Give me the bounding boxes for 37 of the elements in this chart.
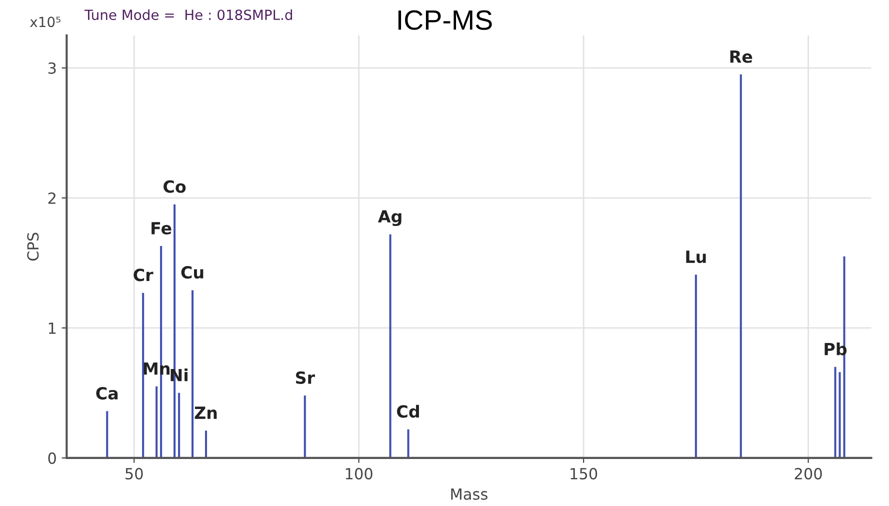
bar <box>834 366 836 458</box>
x-tick-label: 200 <box>794 468 822 480</box>
y-tick-label: 3 <box>48 62 56 74</box>
bar <box>740 74 742 458</box>
annotation: Cu <box>181 266 204 279</box>
bar <box>178 392 180 458</box>
x-tick-label: 100 <box>346 468 372 480</box>
x-axis-title: Mass <box>451 488 488 500</box>
annotation: Ca <box>96 386 118 400</box>
bar <box>205 430 208 458</box>
y-tick-label: 2 <box>48 192 56 204</box>
annotation: Fe <box>152 222 172 234</box>
annotation: Cd <box>397 404 419 418</box>
chart-subtitle: Tune Mode = He : 018SMPL.d <box>84 9 292 20</box>
bar <box>694 274 697 458</box>
annotation: Lu <box>686 250 706 264</box>
annotation: Co <box>164 180 186 193</box>
bar <box>838 372 841 458</box>
chart-title: ICP-MS <box>398 10 492 30</box>
y-tick-label: 1 <box>48 322 56 334</box>
x-tick-label: 50 <box>126 468 143 480</box>
bar <box>304 396 306 458</box>
bar <box>407 429 410 458</box>
annotation: Re <box>730 50 752 63</box>
bar <box>192 290 194 458</box>
x-tick-label: 150 <box>570 468 598 480</box>
bar <box>389 234 392 458</box>
bar <box>156 386 158 458</box>
annotation: Zn <box>194 406 217 419</box>
y-tick-label: 0 <box>48 452 56 464</box>
annotation: Sr <box>296 371 315 384</box>
annotation: Cr <box>134 268 154 282</box>
bar <box>142 292 144 458</box>
bar <box>106 411 108 458</box>
text: x10⁵ <box>30 16 60 28</box>
annotation: Ag <box>378 210 402 226</box>
y-axis-title: CPS <box>27 232 39 261</box>
